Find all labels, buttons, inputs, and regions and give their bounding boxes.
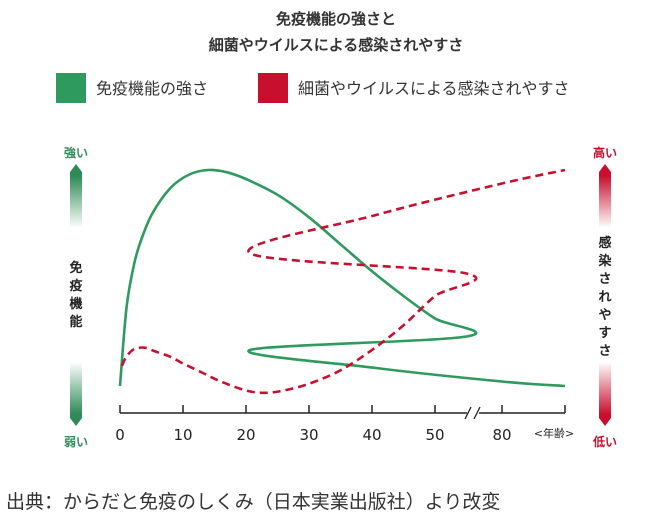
x-tick-label-20: 20 [236,426,255,444]
right-axis-bottom-label: 低い [592,434,617,449]
x-tick-label-80: 80 [492,426,511,444]
x-tick-label-50: 50 [425,426,444,444]
legend-label-infection: 細菌やウイルスによる感染されやすさ [298,79,570,98]
series-line-infection [120,168,566,395]
legend-swatch-infection [258,73,288,103]
right-arrow-up-gradient [599,176,611,228]
axis-break-icon [464,406,481,420]
legend-swatch-immunity [56,73,86,103]
x-tick-label-30: 30 [299,426,318,444]
left-axis-bottom-label: 弱い [64,434,88,449]
source-citation: 出典：からだと免疫のしくみ（日本実業出版社）より改変 [6,491,500,513]
right-arrow-up-icon [599,164,611,176]
x-axis: <年齢> 0 10 20 30 40 50 80 [115,405,574,444]
left-arrow-down-icon [70,414,82,426]
left-arrow-up-gradient [70,176,82,228]
left-arrow-up-icon [70,164,82,176]
right-axis-indicator: 高い 感染されやすさ 低い [592,145,617,449]
chart-title-line1: 免疫機能の強さと [276,10,396,28]
series-line-immunity [118,168,566,388]
right-arrow-down-gradient [599,362,611,414]
legend-label-immunity: 免疫機能の強さ [96,79,208,98]
x-tick-label-10: 10 [173,426,192,444]
right-axis-label: 感染されやすさ [597,235,612,359]
right-arrow-down-icon [599,414,611,426]
left-arrow-down-gradient [70,362,82,414]
x-tick-label-0: 0 [115,426,125,444]
left-axis-indicator: 強い 免疫機能 弱い [64,145,88,449]
chart-title-line2: 細菌やウイルスによる感染されやすさ [209,36,464,54]
right-axis-top-label: 高い [593,145,617,160]
plot-area [118,168,566,395]
legend: 免疫機能の強さ 細菌やウイルスによる感染されやすさ [56,73,570,103]
x-tick-label-40: 40 [362,426,381,444]
left-axis-label: 免疫機能 [69,260,82,330]
left-axis-top-label: 強い [64,145,88,160]
x-axis-unit: <年齢> [534,426,574,440]
